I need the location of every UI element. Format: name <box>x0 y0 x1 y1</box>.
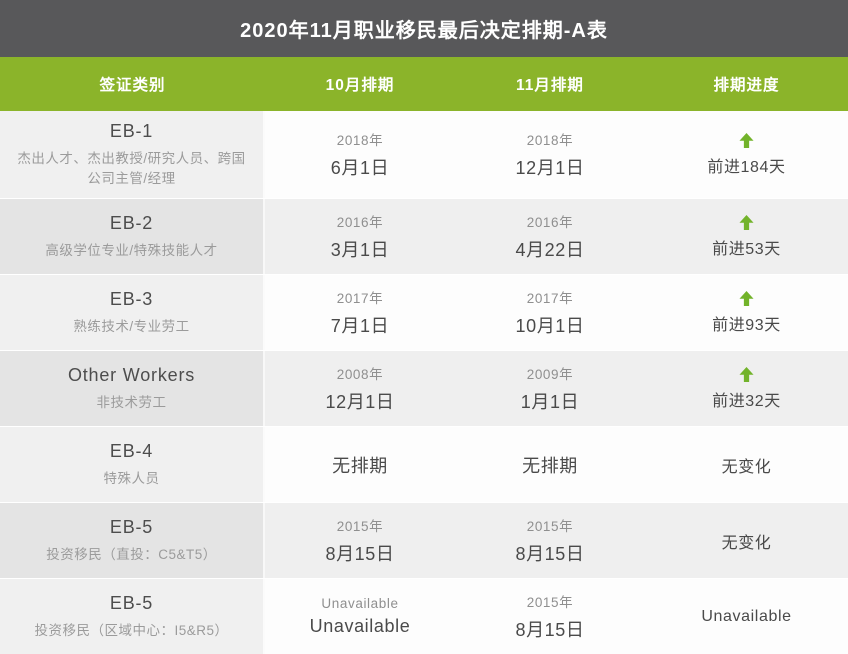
october-date-cell: 2018年 6月1日 <box>265 111 455 198</box>
visa-category-description: 投资移民（区域中心：I5&R5） <box>34 622 229 638</box>
table-row: EB-5 投资移民（直投：C5&T5） 2015年 8月15日 2015年 8月… <box>0 502 848 578</box>
progress-text: 无变化 <box>721 534 772 552</box>
advance-up-arrow-icon <box>739 290 754 307</box>
progress-text: 前进184天 <box>707 158 786 176</box>
advance-up-arrow-icon <box>739 214 754 231</box>
table-row: EB-2 高级学位专业/特殊技能人才 2016年 3月1日 2016年 4月22… <box>0 198 848 274</box>
november-date: 1月1日 <box>520 392 580 412</box>
visa-category-cell: EB-2 高级学位专业/特殊技能人才 <box>0 199 265 274</box>
october-date-cell: 2015年 8月15日 <box>265 503 455 578</box>
column-header-visa-category: 签证类别 <box>99 77 166 94</box>
table-row: EB-5 投资移民（区域中心：I5&R5） Unavailable Unavai… <box>0 578 848 654</box>
progress-cell: 无变化 <box>645 503 848 578</box>
table-header-row: 签证类别 10月排期 11月排期 排期进度 <box>0 57 848 111</box>
visa-category-description: 投资移民（直投：C5&T5） <box>46 546 217 562</box>
november-year: 2015年 <box>526 595 574 610</box>
visa-category-cell: EB-3 熟练技术/专业劳工 <box>0 275 265 350</box>
visa-category-name: EB-5 <box>109 517 154 538</box>
october-date: 3月1日 <box>330 240 390 260</box>
visa-category-name: Other Workers <box>67 365 196 386</box>
november-date: 无排期 <box>522 455 578 476</box>
october-date: 6月1日 <box>330 158 390 178</box>
table-row: EB-1 杰出人才、杰出教授/研究人员、跨国公司主管/经理 2018年 6月1日… <box>0 111 848 198</box>
november-date: 8月15日 <box>515 544 585 564</box>
visa-category-name: EB-4 <box>109 441 154 462</box>
october-date: 12月1日 <box>325 392 395 412</box>
november-date-cell: 无排期 <box>455 427 645 502</box>
october-date: 8月15日 <box>325 544 395 564</box>
october-date-cell: 2008年 12月1日 <box>265 351 455 426</box>
progress-text: 前进32天 <box>712 392 781 410</box>
november-date: 12月1日 <box>515 158 585 178</box>
november-date-cell: 2015年 8月15日 <box>455 579 645 654</box>
visa-category-name: EB-5 <box>109 593 154 614</box>
november-date-cell: 2015年 8月15日 <box>455 503 645 578</box>
visa-category-description: 熟练技术/专业劳工 <box>73 318 190 334</box>
october-year: 2015年 <box>336 519 384 534</box>
visa-category-name: EB-3 <box>109 289 154 310</box>
visa-category-cell: EB-5 投资移民（区域中心：I5&R5） <box>0 579 265 654</box>
november-date-cell: 2016年 4月22日 <box>455 199 645 274</box>
visa-category-cell: Other Workers 非技术劳工 <box>0 351 265 426</box>
table-body: EB-1 杰出人才、杰出教授/研究人员、跨国公司主管/经理 2018年 6月1日… <box>0 111 848 654</box>
progress-text: 前进53天 <box>712 240 781 258</box>
visa-category-name: EB-2 <box>109 213 154 234</box>
page-title-text: 2020年11月职业移民最后决定排期-A表 <box>240 20 608 42</box>
table-row: Other Workers 非技术劳工 2008年 12月1日 2009年 1月… <box>0 350 848 426</box>
november-date: 10月1日 <box>515 316 585 336</box>
november-year: 2018年 <box>526 133 574 148</box>
october-date-cell: 无排期 <box>265 427 455 502</box>
progress-cell: 前进53天 <box>645 199 848 274</box>
visa-category-cell: EB-1 杰出人才、杰出教授/研究人员、跨国公司主管/经理 <box>0 111 265 198</box>
november-year: 2015年 <box>526 519 574 534</box>
visa-category-description: 特殊人员 <box>103 470 160 486</box>
column-header-november: 11月排期 <box>516 77 584 94</box>
october-date: 无排期 <box>332 455 388 476</box>
october-year: 2016年 <box>336 215 384 230</box>
november-date-cell: 2009年 1月1日 <box>455 351 645 426</box>
advance-up-arrow-icon <box>739 366 754 383</box>
progress-cell: 无变化 <box>645 427 848 502</box>
november-year: 2016年 <box>526 215 574 230</box>
progress-cell: 前进93天 <box>645 275 848 350</box>
november-date: 4月22日 <box>515 240 585 260</box>
november-date-cell: 2018年 12月1日 <box>455 111 645 198</box>
visa-category-description: 杰出人才、杰出教授/研究人员、跨国公司主管/经理 <box>17 150 246 186</box>
column-header-october: 10月排期 <box>325 77 395 94</box>
october-year: Unavailable <box>321 596 399 611</box>
november-year: 2009年 <box>526 367 574 382</box>
october-date-cell: Unavailable Unavailable <box>265 579 455 654</box>
october-year: 2017年 <box>336 291 384 306</box>
progress-text: 前进93天 <box>712 316 781 334</box>
november-date-cell: 2017年 10月1日 <box>455 275 645 350</box>
progress-cell: 前进184天 <box>645 111 848 198</box>
page-title: 2020年11月职业移民最后决定排期-A表 <box>0 0 848 57</box>
october-date-cell: 2016年 3月1日 <box>265 199 455 274</box>
visa-category-description: 非技术劳工 <box>96 394 167 410</box>
october-year: 2018年 <box>336 133 384 148</box>
october-date: 7月1日 <box>330 316 390 336</box>
progress-text: 无变化 <box>721 458 772 476</box>
november-year: 2017年 <box>526 291 574 306</box>
october-date: Unavailable <box>309 616 411 636</box>
visa-category-name: EB-1 <box>109 121 154 141</box>
progress-text: Unavailable <box>701 607 792 625</box>
column-header-progress: 排期进度 <box>713 77 780 94</box>
progress-cell: Unavailable <box>645 579 848 654</box>
progress-cell: 前进32天 <box>645 351 848 426</box>
table-row: EB-4 特殊人员 无排期 无排期 无变化 <box>0 426 848 502</box>
october-date-cell: 2017年 7月1日 <box>265 275 455 350</box>
visa-category-cell: EB-5 投资移民（直投：C5&T5） <box>0 503 265 578</box>
table-row: EB-3 熟练技术/专业劳工 2017年 7月1日 2017年 10月1日 前进… <box>0 274 848 350</box>
visa-category-description: 高级学位专业/特殊技能人才 <box>45 242 218 258</box>
november-date: 8月15日 <box>515 620 585 640</box>
october-year: 2008年 <box>336 367 384 382</box>
visa-category-cell: EB-4 特殊人员 <box>0 427 265 502</box>
advance-up-arrow-icon <box>739 132 754 149</box>
